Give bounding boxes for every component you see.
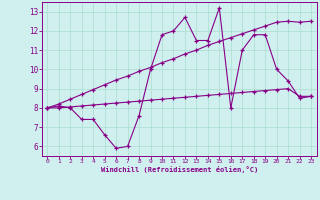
X-axis label: Windchill (Refroidissement éolien,°C): Windchill (Refroidissement éolien,°C) <box>100 166 258 173</box>
